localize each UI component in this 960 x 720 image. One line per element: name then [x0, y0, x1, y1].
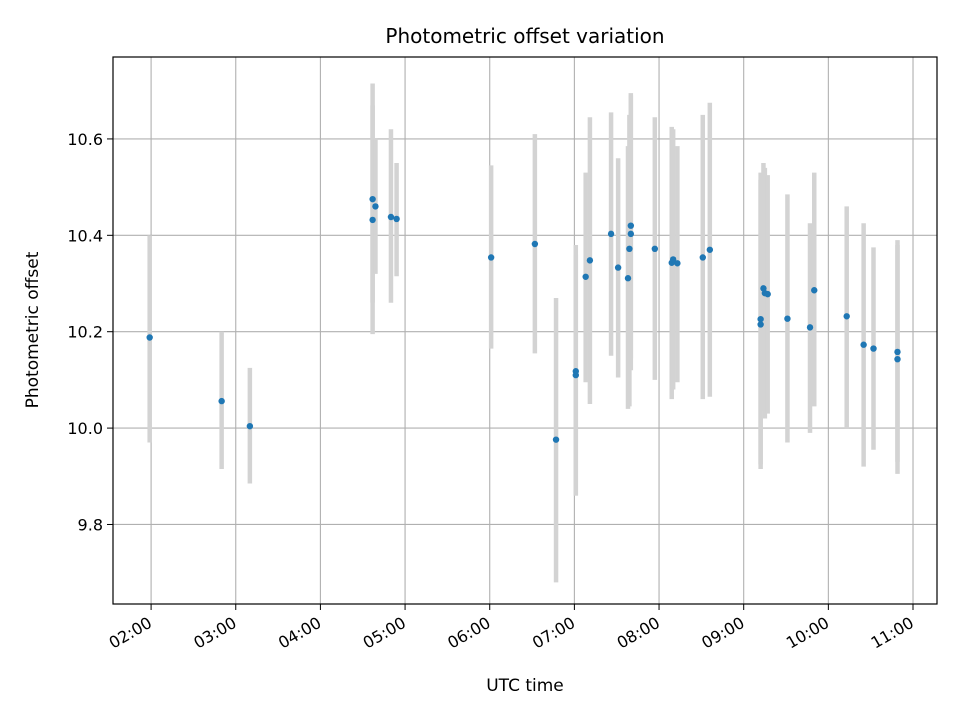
data-point [651, 245, 659, 253]
data-point [811, 287, 818, 294]
data-point [369, 195, 376, 203]
x-tick-label: 07:00 [529, 613, 578, 653]
data-point [674, 260, 681, 267]
data-point [614, 264, 622, 271]
data-point [627, 222, 635, 229]
x-tick-label: 02:00 [106, 613, 155, 653]
data-point [757, 315, 764, 323]
x-tick-label: 05:00 [360, 613, 409, 653]
data-point [531, 240, 539, 248]
data-point [894, 355, 901, 363]
data-point [699, 254, 706, 261]
data-point [784, 315, 791, 322]
x-tick-label: 10:00 [783, 613, 832, 653]
data-point [387, 213, 395, 221]
y-axis: 9.8 10.0 10.2 10.4 10.6 [67, 130, 113, 534]
y-tick-label: 10.4 [67, 226, 103, 245]
plot-frame [112, 56, 938, 605]
data-point [372, 203, 379, 210]
x-tick-label: 03:00 [190, 613, 239, 653]
y-tick-label: 9.8 [78, 515, 103, 534]
data-point [706, 246, 714, 253]
data-point [586, 257, 594, 264]
data-point [218, 397, 225, 405]
data-point [627, 230, 635, 238]
data-point [246, 422, 254, 430]
data-point [552, 436, 560, 443]
x-tick-label: 09:00 [698, 613, 747, 653]
x-tick-label: 06:00 [444, 613, 493, 653]
x-tick-label: 11:00 [868, 613, 917, 653]
data-point [626, 245, 633, 253]
data-point [624, 275, 632, 282]
data-point [146, 334, 153, 341]
data-point [860, 341, 867, 348]
data-points [146, 195, 901, 443]
data-point [487, 254, 495, 261]
error-bars [147, 83, 900, 583]
data-point [757, 321, 764, 328]
data-point [843, 313, 850, 320]
x-tick-label: 08:00 [614, 613, 663, 653]
data-point [806, 324, 814, 331]
y-tick-label: 10.0 [67, 419, 103, 438]
y-tick-label: 10.2 [67, 323, 103, 342]
data-point [894, 348, 901, 356]
chart-title: Photometric offset variation [385, 24, 664, 48]
y-tick-label: 10.6 [67, 130, 103, 149]
data-point [572, 371, 579, 379]
data-point [607, 230, 615, 238]
x-axis-label: UTC time [486, 676, 564, 696]
x-axis: 02:00 03:00 04:00 05:00 06:00 07:00 08:00 09:00… [106, 604, 917, 653]
data-point [764, 290, 771, 298]
data-point [393, 215, 400, 223]
data-point [870, 345, 877, 352]
data-point [669, 256, 677, 263]
x-tick-label: 04:00 [275, 613, 324, 653]
data-point [582, 273, 589, 280]
data-point [369, 216, 376, 224]
y-axis-label: Photometric offset [23, 251, 43, 408]
data-point [760, 285, 767, 292]
